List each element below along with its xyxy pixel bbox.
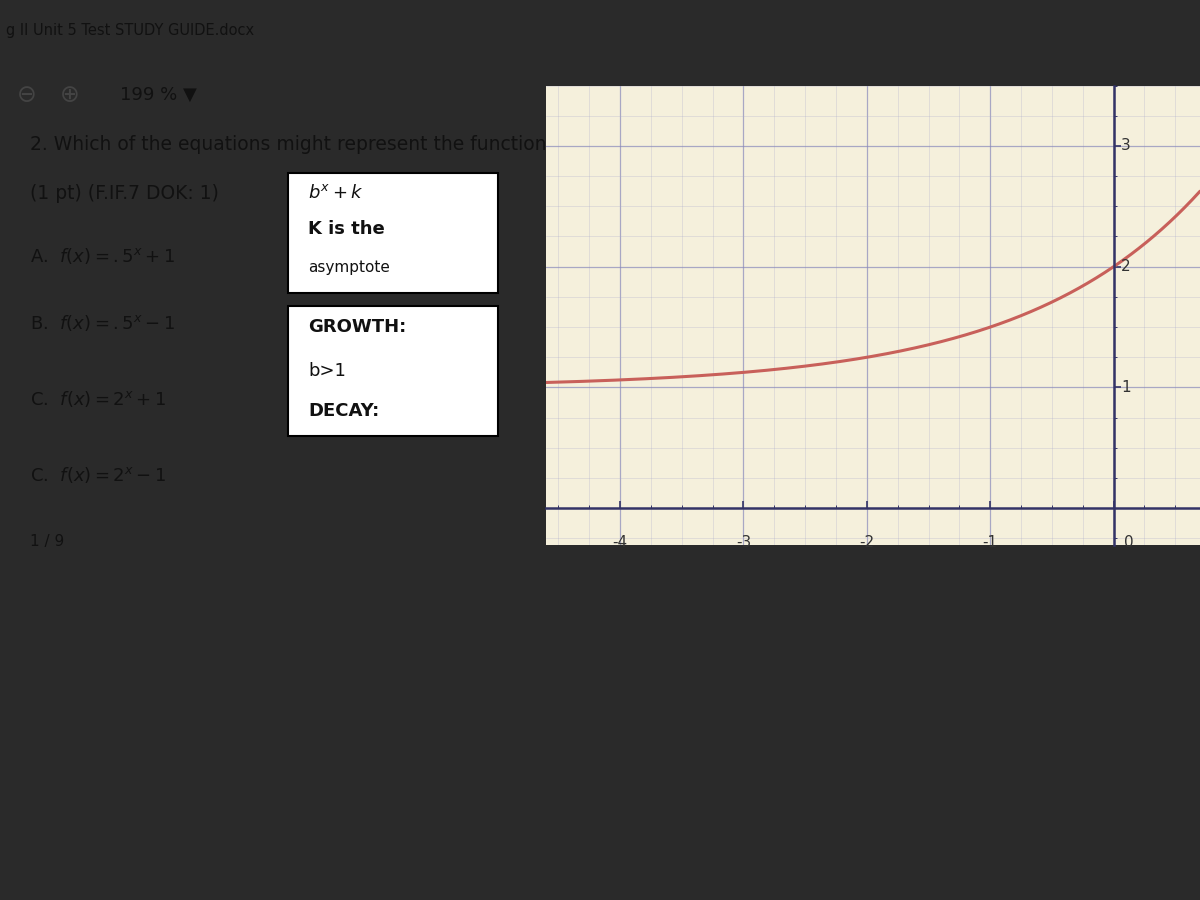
Text: DECAY:: DECAY:	[308, 402, 379, 420]
Text: -4: -4	[612, 535, 628, 550]
Text: b>1: b>1	[308, 362, 347, 380]
Text: 2: 2	[1121, 259, 1130, 274]
Text: B.  $f(x)=.5^x-1$: B. $f(x)=.5^x-1$	[30, 313, 175, 333]
Text: C.  $f(x)=2^x+1$: C. $f(x)=2^x+1$	[30, 389, 167, 409]
Text: 1 / 9: 1 / 9	[30, 535, 65, 549]
Text: 0: 0	[1123, 535, 1133, 550]
FancyBboxPatch shape	[288, 173, 498, 293]
Text: asymptote: asymptote	[308, 259, 390, 274]
Text: -3: -3	[736, 535, 751, 550]
Text: ⊖: ⊖	[17, 83, 36, 106]
Text: (1 pt) (F.IF.7 DOK: 1): (1 pt) (F.IF.7 DOK: 1)	[30, 184, 218, 202]
Text: -1: -1	[983, 535, 997, 550]
Text: -2: -2	[859, 535, 875, 550]
Text: 2. Which of the equations might represent the function graphed below?: 2. Which of the equations might represen…	[30, 135, 702, 154]
Text: ⊕: ⊕	[60, 83, 79, 106]
Text: $b^x+k$: $b^x+k$	[308, 184, 365, 202]
Text: 3: 3	[1121, 139, 1130, 153]
Text: 1: 1	[1121, 380, 1130, 395]
Text: A.  $f(x)=.5^x+1$: A. $f(x)=.5^x+1$	[30, 247, 175, 266]
Text: 199 % ▼: 199 % ▼	[120, 86, 197, 104]
Text: GROWTH:: GROWTH:	[308, 318, 407, 336]
FancyBboxPatch shape	[288, 306, 498, 436]
Text: C.  $f(x)=2^x-1$: C. $f(x)=2^x-1$	[30, 464, 167, 484]
Text: g II Unit 5 Test STUDY GUIDE.docx: g II Unit 5 Test STUDY GUIDE.docx	[6, 22, 254, 38]
Text: K is the: K is the	[308, 220, 385, 238]
